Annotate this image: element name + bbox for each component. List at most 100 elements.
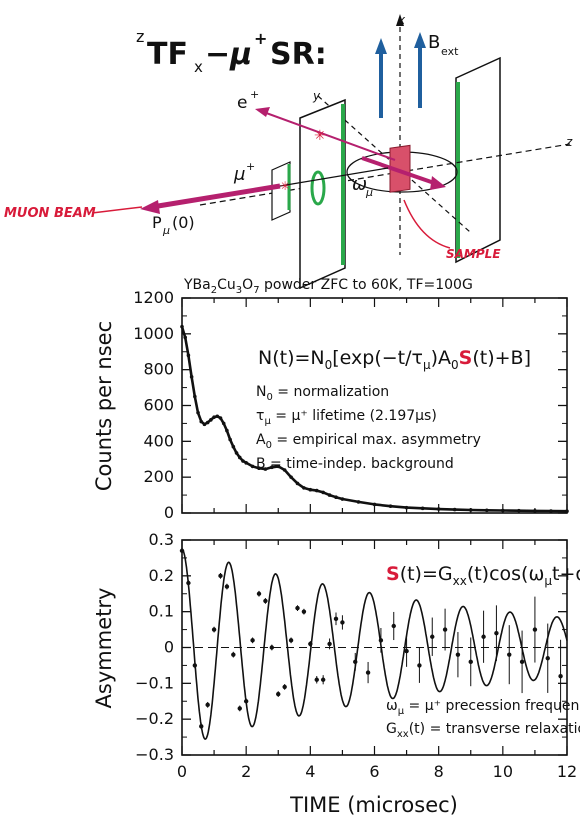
y-tick-label: 0.1: [149, 602, 174, 621]
counts-point: [452, 507, 457, 512]
x-axis-label: x: [397, 13, 406, 27]
pol-sub: μ: [162, 224, 170, 237]
z-axis-line: [199, 143, 571, 206]
y-tick-label: 0: [164, 503, 174, 522]
chart-bottom-ylabel: Asymmetry: [92, 588, 116, 709]
window-ring: [310, 170, 326, 206]
counts-point: [565, 509, 569, 514]
title-plus: +: [254, 29, 267, 48]
y-axis-label: y: [312, 89, 321, 103]
bext-sub: ext: [441, 45, 459, 58]
asymmetry-point: [218, 573, 223, 579]
detector-plate-small: [271, 161, 291, 221]
y-tick-label: 600: [143, 396, 174, 415]
counts-point: [533, 509, 537, 513]
counts-point: [276, 464, 281, 469]
counts-point: [234, 451, 239, 455]
counts-point: [205, 420, 210, 425]
electron-label: e: [237, 93, 247, 113]
asymmetry-point: [211, 627, 217, 632]
counts-point: [340, 497, 345, 501]
title-prefix: z: [136, 27, 144, 46]
asymmetry-point: [250, 638, 255, 643]
asymmetry-point: [327, 641, 332, 647]
x-tick-label: 12: [557, 762, 577, 781]
tf-musr-diagram: z TF x −μ + SR: x z y B ext: [4, 13, 573, 290]
counts-point: [186, 353, 191, 358]
asymmetry-point: [365, 670, 371, 675]
y-tick-label: 1000: [133, 324, 174, 343]
chart-bottom-xlabel: TIME (microsec): [289, 793, 458, 817]
legend-note: Gxx(t) = transverse relaxation function: [386, 721, 580, 740]
counts-point: [484, 508, 489, 513]
title-main: TF: [147, 37, 188, 72]
asymmetry-point: [545, 656, 550, 661]
asymmetry-point: [237, 706, 242, 711]
asymmetry-point: [308, 641, 313, 647]
asymmetry-point: [269, 645, 275, 650]
asymmetry-point: [455, 652, 461, 657]
counts-point: [212, 415, 216, 419]
muon-label: μ: [233, 164, 245, 185]
asymmetry-point: [282, 684, 287, 690]
asymmetry-point: [468, 659, 473, 665]
muon-flash-icon: ✳: [280, 179, 290, 193]
title-end: SR:: [270, 37, 327, 72]
counts-point: [420, 506, 425, 511]
asymmetry-point: [404, 648, 409, 654]
chart-top-ticks: [181, 297, 568, 514]
counts-point: [302, 486, 306, 490]
muon-pol-arrow: [151, 183, 281, 210]
title-mu: −μ: [205, 37, 252, 72]
x-tick-label: 6: [369, 762, 379, 781]
counts-point: [321, 490, 325, 495]
counts-point: [270, 465, 274, 470]
positron-flash-icon: ✳: [314, 128, 326, 144]
counts-point: [295, 481, 300, 486]
chart-bottom-notes: ωμ = μ⁺ precession frequency Gxx(t) = tra…: [386, 698, 580, 740]
spin-arrowhead: [430, 176, 446, 190]
counts-point: [231, 444, 236, 449]
bext-arrowhead-1: [375, 38, 387, 54]
asymmetry-point: [507, 652, 512, 657]
counts-point: [193, 394, 197, 399]
counts-point: [221, 421, 226, 426]
counts-point: [372, 502, 377, 507]
chart-bottom-xticklabels: 0 2 4 6 8 10 12: [177, 762, 577, 781]
asymmetry-point: [391, 623, 396, 629]
asymmetry-point: [192, 663, 198, 668]
chart-bottom-yticklabels: −0.3 −0.2 −0.1 0 0.1 0.2 0.3: [135, 530, 174, 764]
asymmetry-point: [288, 638, 294, 643]
asymmetry-point: [442, 627, 448, 632]
asymmetry-point: [179, 548, 185, 553]
positron-track: [257, 109, 396, 161]
pol-label: P: [152, 213, 162, 232]
asymmetry-point: [519, 659, 525, 665]
pol-arg: (0): [172, 213, 195, 232]
counts-point: [314, 488, 319, 493]
asymmetry-point: [430, 634, 435, 639]
asymmetry-point: [378, 638, 384, 643]
spin-arrow: [361, 156, 441, 187]
y-tick-label: 400: [143, 431, 174, 450]
counts-point: [404, 505, 409, 510]
muon-track: [279, 167, 389, 187]
y-tick-label: −0.3: [135, 745, 174, 764]
chart-bottom-ticks: [181, 539, 568, 756]
chart-top-equation: N(t)=N0[exp(−t/τμ)A0S(t)+B]: [258, 347, 531, 372]
asymmetry-point: [263, 598, 268, 604]
chart-top-frame: [181, 297, 568, 514]
counts-point: [225, 428, 229, 433]
asymmetry-point: [340, 620, 345, 625]
asymmetry-point: [243, 699, 249, 704]
asymmetry-point: [417, 663, 422, 668]
counts-point: [250, 464, 255, 469]
counts-point: [183, 335, 188, 340]
chart-top-notes: N0 = normalization τμ = μ⁺ lifetime (2.19…: [256, 384, 481, 472]
x-tick-label: 10: [493, 762, 513, 781]
counts-point: [468, 508, 473, 512]
asymmetry-point: [224, 584, 230, 589]
muon-sup: +: [246, 160, 255, 173]
y-tick-label: 800: [143, 360, 174, 379]
